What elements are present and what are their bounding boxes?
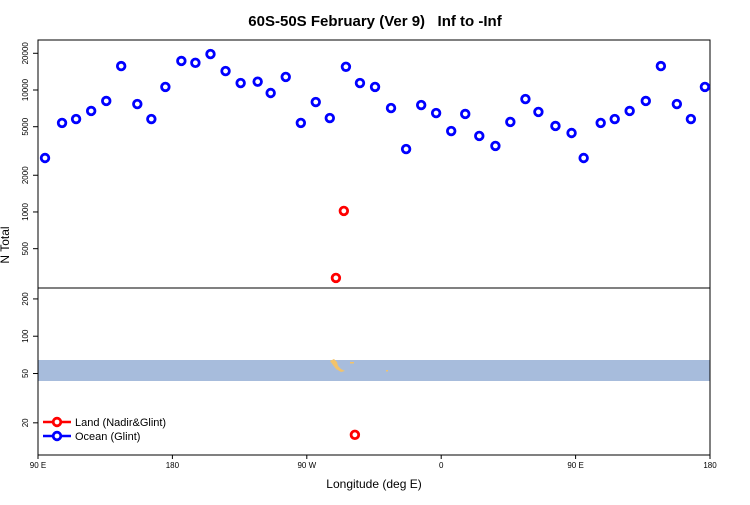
y-tick-label: 200 bbox=[21, 292, 30, 306]
point bbox=[369, 81, 381, 93]
y-axis-label: N Total bbox=[0, 226, 12, 263]
y-tick-label: 20000 bbox=[21, 42, 30, 65]
y-tick-label: 100 bbox=[21, 329, 30, 343]
land-shape bbox=[386, 370, 388, 372]
point bbox=[671, 98, 683, 110]
point bbox=[85, 105, 97, 117]
point bbox=[566, 127, 577, 139]
land-shape bbox=[350, 362, 354, 364]
point bbox=[146, 113, 157, 125]
point bbox=[400, 143, 412, 155]
bottom-panel-frame bbox=[37, 287, 711, 456]
point bbox=[655, 60, 667, 72]
legend-label: Land (Nadir&Glint) bbox=[75, 417, 166, 429]
point bbox=[338, 205, 350, 217]
point bbox=[609, 113, 620, 125]
point bbox=[446, 125, 457, 137]
y-tick-label: 5000 bbox=[21, 117, 30, 135]
y-tick-label: 1000 bbox=[21, 203, 30, 221]
point bbox=[578, 152, 589, 164]
land-shape bbox=[330, 359, 345, 372]
point bbox=[205, 48, 216, 60]
chart-title: 60S-50S February (Ver 9) Inf to -Inf bbox=[248, 13, 502, 30]
x-tick-label: 90 E bbox=[30, 461, 46, 470]
y-tick-label: 500 bbox=[21, 241, 30, 255]
point bbox=[460, 108, 471, 120]
x-tick-label: 180 bbox=[166, 461, 180, 470]
legend-marker bbox=[51, 430, 63, 442]
point bbox=[595, 117, 606, 129]
point bbox=[39, 152, 51, 164]
point bbox=[349, 429, 361, 441]
x-tick-label: 0 bbox=[439, 461, 444, 470]
y-tick-label: 20 bbox=[21, 418, 30, 427]
point bbox=[160, 81, 171, 93]
point bbox=[520, 93, 531, 105]
point bbox=[505, 116, 516, 128]
point bbox=[699, 81, 711, 93]
point bbox=[295, 117, 307, 129]
point bbox=[624, 105, 635, 117]
point bbox=[280, 71, 291, 83]
point bbox=[176, 55, 187, 67]
legend-marker bbox=[51, 416, 63, 428]
x-axis-label: Longitude (deg E) bbox=[326, 477, 421, 491]
legend-label: Ocean (Glint) bbox=[75, 431, 140, 443]
y-tick-label: 2000 bbox=[21, 166, 30, 184]
point bbox=[252, 76, 263, 87]
point bbox=[235, 77, 246, 89]
x-tick-label: 180 bbox=[703, 461, 717, 470]
point bbox=[265, 87, 276, 99]
point bbox=[415, 99, 427, 111]
point bbox=[550, 120, 561, 132]
point bbox=[385, 102, 397, 114]
point bbox=[474, 130, 485, 142]
point bbox=[354, 77, 366, 89]
point bbox=[330, 272, 342, 284]
point bbox=[430, 107, 442, 119]
point bbox=[220, 65, 231, 77]
x-tick-label: 90 E bbox=[567, 461, 583, 470]
y-tick-label: 10000 bbox=[21, 78, 30, 101]
point bbox=[340, 61, 352, 72]
y-tick-label: 50 bbox=[21, 369, 30, 378]
point bbox=[190, 57, 201, 69]
point bbox=[101, 95, 112, 107]
point bbox=[132, 98, 143, 110]
point bbox=[310, 96, 321, 108]
point bbox=[56, 117, 68, 129]
point bbox=[324, 112, 335, 124]
map-band bbox=[38, 360, 710, 381]
x-tick-label: 90 W bbox=[297, 461, 316, 470]
point bbox=[640, 95, 651, 107]
point bbox=[70, 113, 82, 125]
point bbox=[490, 140, 501, 152]
point bbox=[533, 106, 544, 118]
point bbox=[685, 113, 697, 125]
point bbox=[115, 60, 127, 72]
